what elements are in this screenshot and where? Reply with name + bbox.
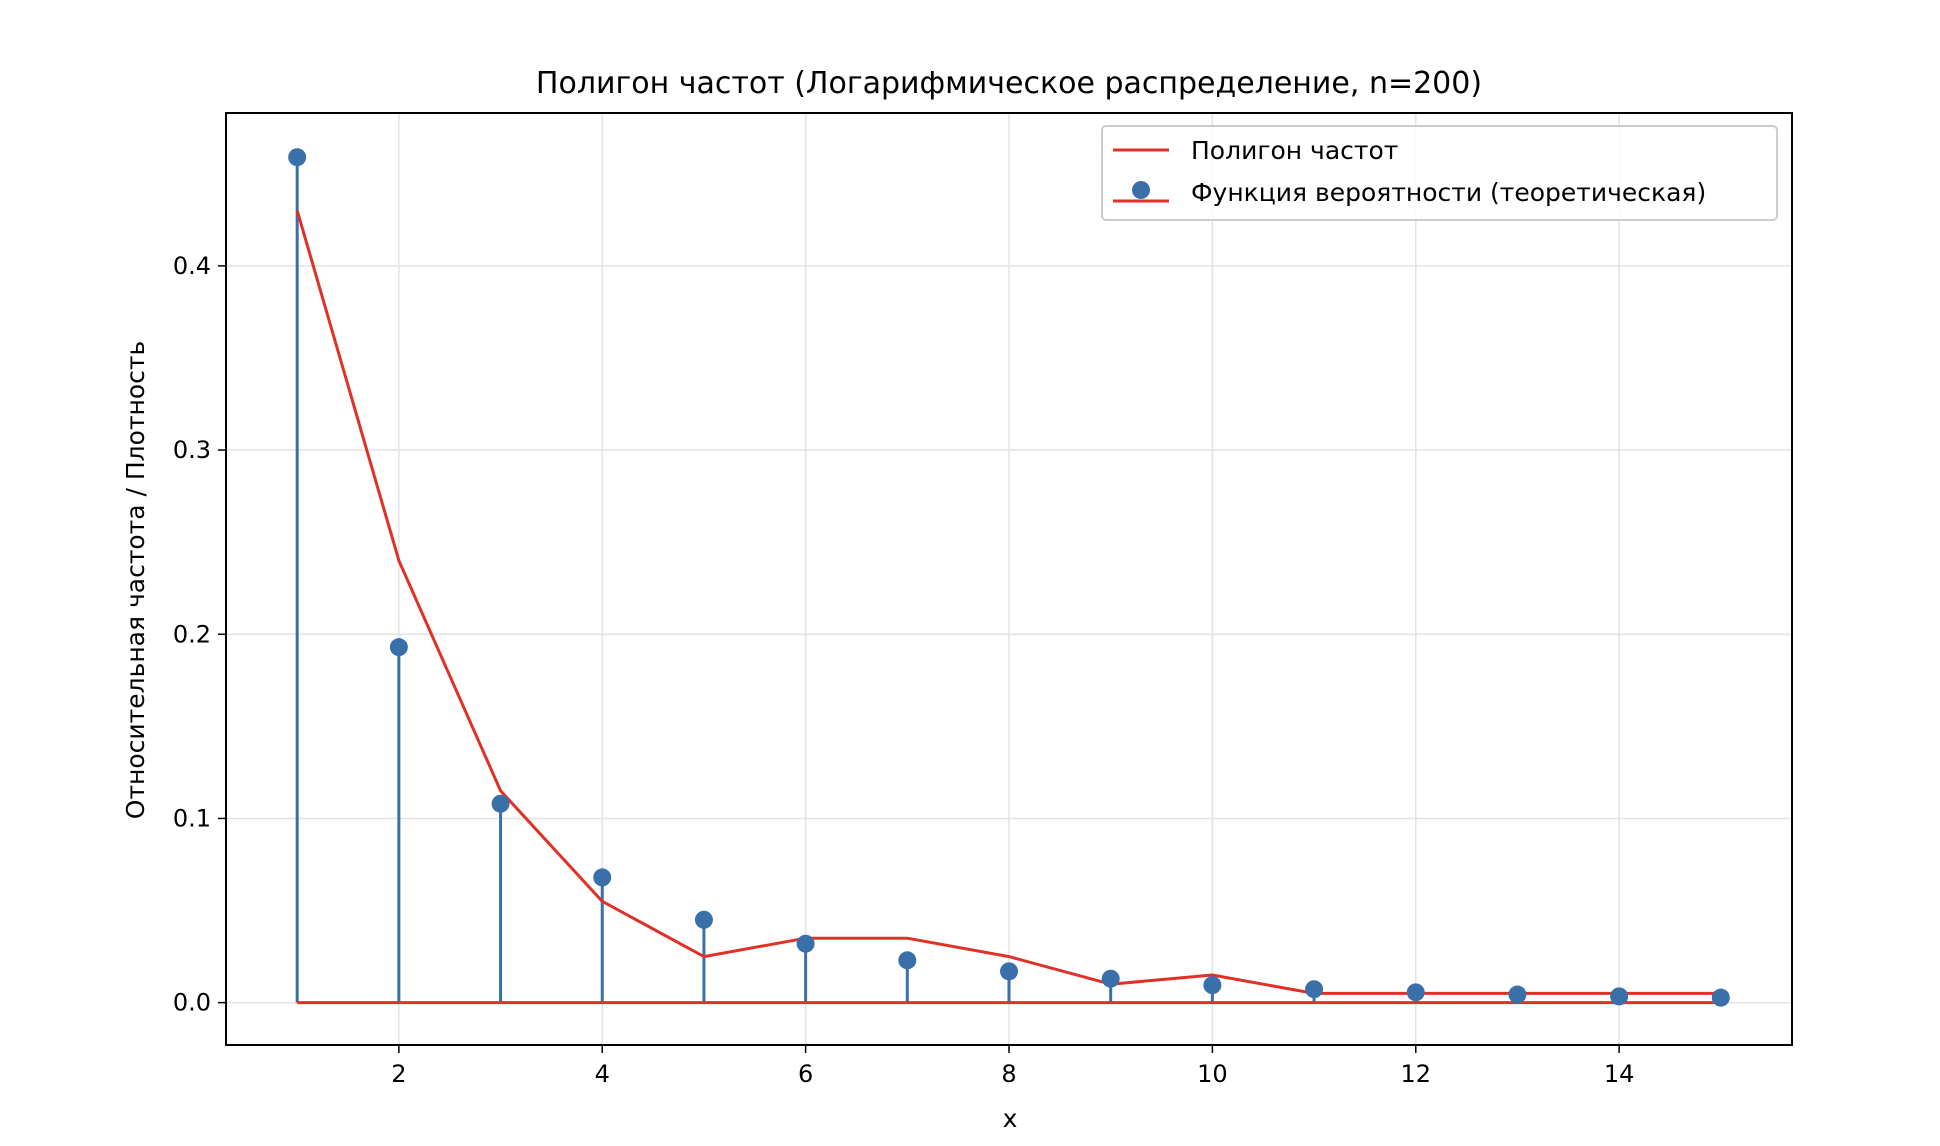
legend-label-pmf: Функция вероятности (теоретическая) bbox=[1191, 178, 1706, 207]
x-tick-label: 12 bbox=[1400, 1060, 1431, 1088]
x-tick-label: 2 bbox=[391, 1060, 406, 1088]
stem-marker bbox=[1305, 980, 1324, 999]
stem-marker bbox=[1203, 976, 1222, 995]
stem-marker bbox=[1406, 983, 1425, 1002]
legend-label-polygon: Полигон частот bbox=[1191, 136, 1398, 165]
stem-marker bbox=[898, 951, 917, 970]
series-layer bbox=[288, 148, 1730, 1007]
x-tick-label: 6 bbox=[798, 1060, 813, 1088]
polygon-line bbox=[295, 210, 1721, 995]
stem-marker bbox=[389, 638, 408, 657]
stem-marker bbox=[1508, 985, 1527, 1004]
stem-marker bbox=[694, 910, 713, 929]
y-tick-label: 0.1 bbox=[173, 804, 211, 832]
axis-ticks: 2 4 6 8 10 12 14 0.0 0.1 0.2 0.3 0.4 bbox=[173, 252, 1635, 1088]
legend-box bbox=[1101, 125, 1778, 221]
legend: Полигон частот Функция вероятности (теор… bbox=[1101, 125, 1778, 221]
x-axis-title: x bbox=[1003, 1104, 1018, 1133]
stem-marker bbox=[491, 794, 510, 813]
y-tick-label: 0.4 bbox=[173, 252, 211, 280]
stem-marker bbox=[796, 934, 815, 953]
x-tick-label: 4 bbox=[595, 1060, 610, 1088]
y-axis-title: Относительная частота / Плотность bbox=[121, 341, 150, 819]
stem-marker bbox=[593, 868, 612, 887]
stem-marker bbox=[1610, 987, 1629, 1006]
y-tick-label: 0.3 bbox=[173, 436, 211, 464]
x-tick-label: 10 bbox=[1197, 1060, 1228, 1088]
legend-swatch-stem-marker bbox=[1132, 181, 1150, 199]
x-tick-label: 8 bbox=[1001, 1060, 1016, 1088]
y-tick-label: 0.0 bbox=[173, 989, 211, 1017]
stem-marker bbox=[1711, 988, 1730, 1007]
chart-title: Полигон частот (Логарифмическое распреде… bbox=[536, 66, 1482, 101]
stem-marker bbox=[1101, 969, 1120, 988]
y-tick-label: 0.2 bbox=[173, 620, 211, 648]
x-tick-label: 14 bbox=[1604, 1060, 1635, 1088]
stem-marker bbox=[288, 148, 307, 167]
stem-marker bbox=[1000, 962, 1018, 981]
